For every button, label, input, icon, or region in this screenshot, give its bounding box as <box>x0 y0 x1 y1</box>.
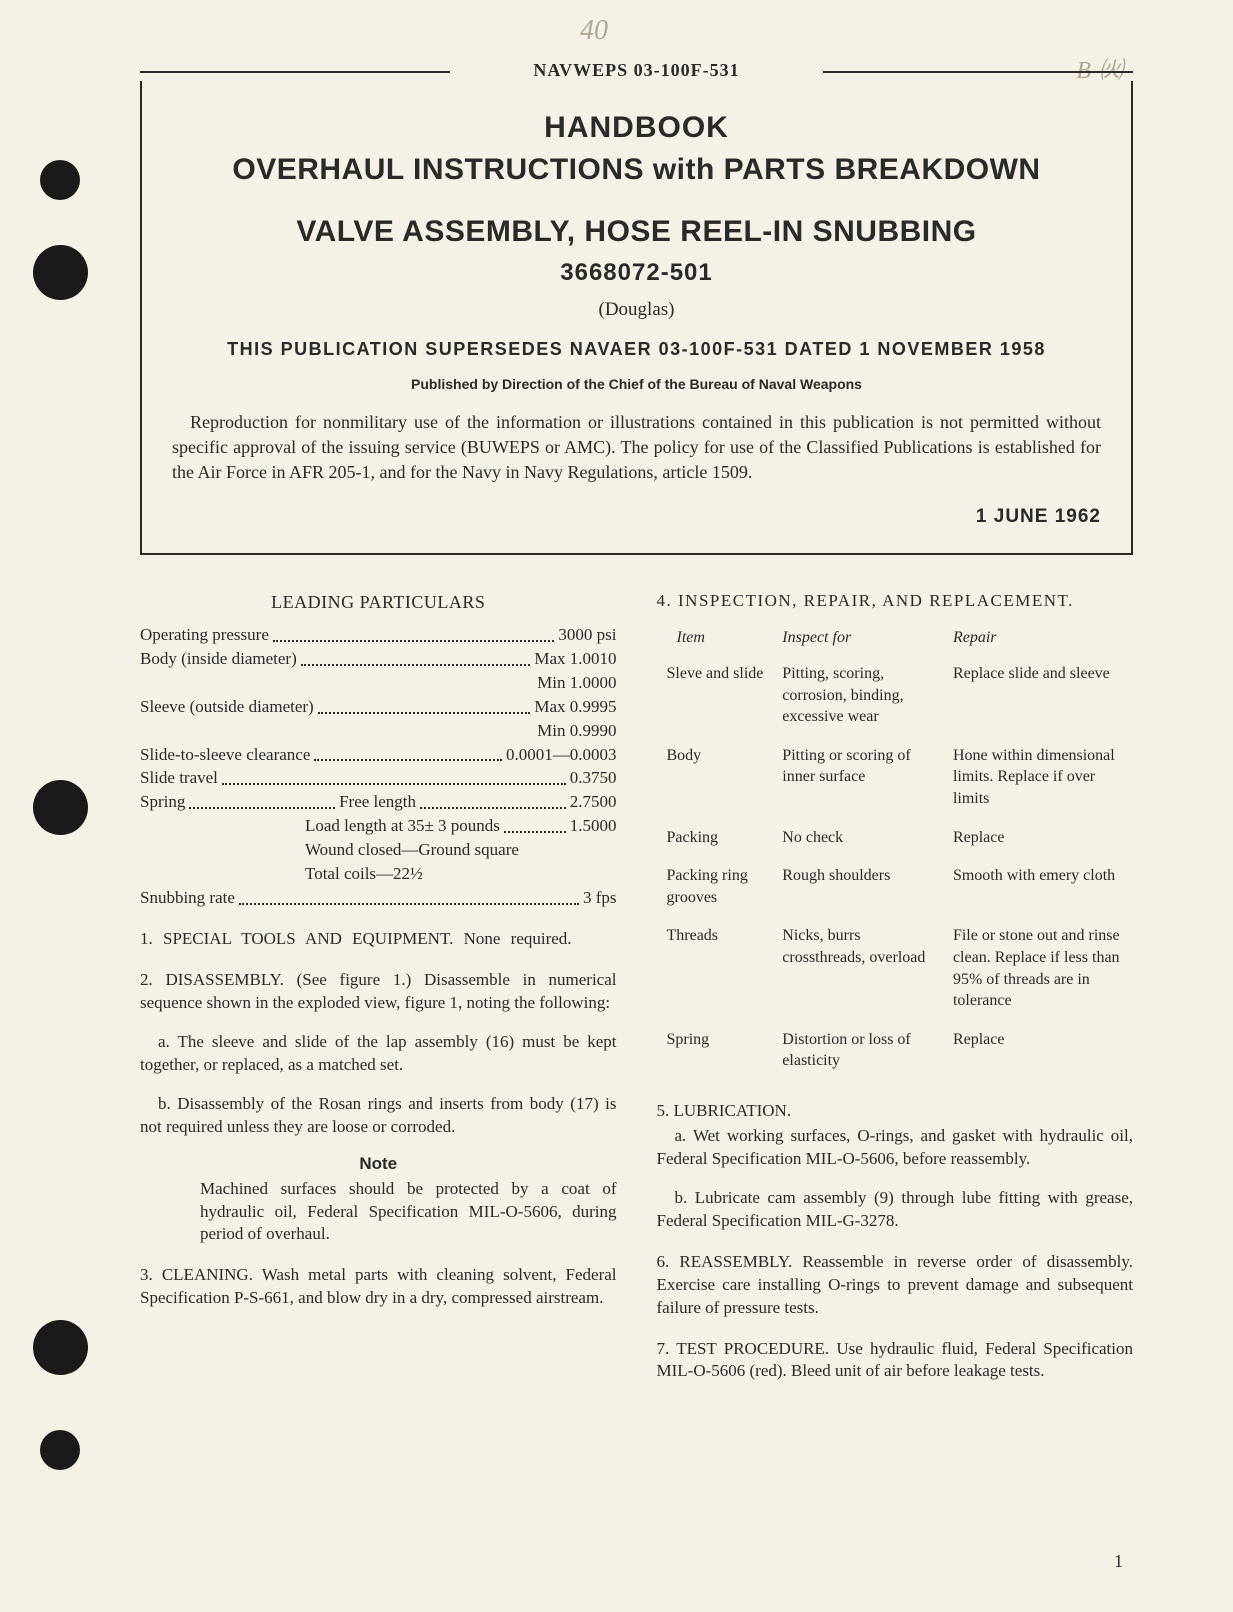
leading-row: Operating pressure 3000 psi <box>140 624 617 647</box>
inspect-cell: Replace <box>953 1024 1131 1082</box>
leading-value: 0.3750 <box>570 767 617 790</box>
handwritten-annotation-top: 40 <box>580 15 608 47</box>
inspect-cell: No check <box>782 822 951 859</box>
leading-row: Sleeve (outside diameter) Max 0.9995 <box>140 696 617 719</box>
leading-particulars-list: Operating pressure3000 psiBody (inside d… <box>140 624 617 910</box>
leading-row: Slide-to-sleeve clearance 0.0001—0.0003 <box>140 744 617 767</box>
reproduction-notice: Reproduction for nonmilitary use of the … <box>172 410 1101 486</box>
title-handbook: HANDBOOK <box>172 111 1101 145</box>
leading-label: Spring <box>140 791 185 814</box>
leading-label: Slide-to-sleeve clearance <box>140 744 310 767</box>
section-5-heading: 5. LUBRICATION. <box>657 1100 1134 1123</box>
table-row: Sleve and slidePitting, scoring, corrosi… <box>659 658 1132 738</box>
inspect-cell: Replace slide and sleeve <box>953 658 1131 738</box>
title-published-by: Published by Direction of the Chief of t… <box>172 376 1101 392</box>
leading-value: 3 fps <box>583 887 617 910</box>
leading-particulars-heading: LEADING PARTICULARS <box>140 590 617 614</box>
leading-label: Operating pressure <box>140 624 269 647</box>
inspect-cell: Packing <box>659 822 781 859</box>
document-page: 40 B-㈫ NAVWEPS 03-100F-531 HANDBOOK OVER… <box>0 0 1233 1423</box>
inspect-cell: Sleve and slide <box>659 658 781 738</box>
leading-row: Load length at 35± 3 pounds 1.5000 <box>140 815 617 838</box>
inspect-cell: Pitting or scoring of inner surface <box>782 740 951 820</box>
section-2: 2. DISASSEMBLY. (See figure 1.) Disassem… <box>140 969 617 1015</box>
table-row: Packing ring groovesRough shouldersSmoot… <box>659 860 1132 918</box>
title-supersedes: THIS PUBLICATION SUPERSEDES NAVAER 03-10… <box>172 339 1101 360</box>
leading-sublabel: Total coils—22½ <box>140 863 423 886</box>
section-4-heading: 4. INSPECTION, REPAIR, AND REPLACEMENT. <box>657 590 1134 613</box>
inspect-cell: File or stone out and rinse clean. Repla… <box>953 920 1131 1021</box>
publication-date: 1 JUNE 1962 <box>172 506 1101 528</box>
punch-hole <box>40 160 80 200</box>
inspect-cell: Spring <box>659 1024 781 1082</box>
inspect-cell: Hone within dimensional limits. Replace … <box>953 740 1131 820</box>
section-1: 1. SPECIAL TOOLS AND EQUIPMENT. None req… <box>140 928 617 951</box>
leading-label: Slide travel <box>140 767 218 790</box>
title-overhaul: OVERHAUL INSTRUCTIONS with PARTS BREAKDO… <box>172 153 1101 187</box>
inspect-cell: Threads <box>659 920 781 1021</box>
leading-sublabel: Load length at 35± 3 pounds <box>140 815 500 838</box>
inspect-cell: Rough shoulders <box>782 860 951 918</box>
table-row: BodyPitting or scoring of inner surfaceH… <box>659 740 1132 820</box>
left-column: LEADING PARTICULARS Operating pressure 30… <box>140 590 617 1384</box>
leading-row: Wound closed—Ground square <box>140 839 617 862</box>
inspect-header: Inspect for <box>782 623 951 657</box>
inspect-cell: Nicks, burrs crossthreads, overload <box>782 920 951 1021</box>
section-2a: a. The sleeve and slide of the lap assem… <box>140 1031 617 1077</box>
inspect-header: Repair <box>953 623 1131 657</box>
title-manufacturer: (Douglas) <box>172 299 1101 321</box>
leading-row: Slide travel 0.3750 <box>140 767 617 790</box>
leading-sublabel: Wound closed—Ground square <box>140 839 519 862</box>
leading-label: Sleeve (outside diameter) <box>140 696 314 719</box>
page-number: 1 <box>1114 1551 1123 1572</box>
punch-hole <box>33 1320 88 1375</box>
leading-label: Snubbing rate <box>140 887 235 910</box>
leading-value: 2.7500 <box>570 791 617 814</box>
leading-value: 3000 psi <box>558 624 616 647</box>
punch-hole <box>40 1430 80 1470</box>
section-5a: a. Wet working surfaces, O-rings, and ga… <box>657 1125 1134 1171</box>
leading-row: Total coils—22½ <box>140 863 617 886</box>
leading-row: Min 0.9990 <box>140 720 617 743</box>
leading-label: Body (inside diameter) <box>140 648 297 671</box>
inspect-header: Item <box>659 623 781 657</box>
section-5b: b. Lubricate cam assembly (9) through lu… <box>657 1187 1134 1233</box>
leading-row: Min 1.0000 <box>140 672 617 695</box>
content-columns: LEADING PARTICULARS Operating pressure 30… <box>140 590 1133 1384</box>
leading-row: Spring Free length 2.7500 <box>140 791 617 814</box>
leading-value: 0.0001—0.0003 <box>506 744 617 767</box>
inspection-table: ItemInspect forRepairSleve and slidePitt… <box>657 621 1134 1085</box>
punch-hole <box>33 780 88 835</box>
section-7: 7. TEST PROCEDURE. Use hydraulic fluid, … <box>657 1338 1134 1384</box>
punch-hole <box>33 245 88 300</box>
section-6: 6. REASSEMBLY. Reassemble in reverse ord… <box>657 1251 1134 1320</box>
table-row: SpringDistortion or loss of elasticityRe… <box>659 1024 1132 1082</box>
leading-row: Body (inside diameter) Max 1.0010 <box>140 648 617 671</box>
title-box: HANDBOOK OVERHAUL INSTRUCTIONS with PART… <box>140 81 1133 555</box>
note-heading: Note <box>140 1153 617 1176</box>
inspect-cell: Packing ring grooves <box>659 860 781 918</box>
right-column: 4. INSPECTION, REPAIR, AND REPLACEMENT. … <box>657 590 1134 1384</box>
inspect-cell: Body <box>659 740 781 820</box>
section-2b: b. Disassembly of the Rosan rings and in… <box>140 1093 617 1139</box>
table-row: PackingNo checkReplace <box>659 822 1132 859</box>
inspect-cell: Replace <box>953 822 1131 859</box>
inspect-cell: Pitting, scoring, corrosion, binding, ex… <box>782 658 951 738</box>
leading-value: Min 1.0000 <box>537 672 616 695</box>
leading-sublabel: Free length <box>339 791 416 814</box>
inspect-cell: Distortion or loss of elasticity <box>782 1024 951 1082</box>
header-code: NAVWEPS 03-100F-531 <box>140 60 1133 81</box>
leading-value: Max 1.0010 <box>534 648 616 671</box>
section-3: 3. CLEANING. Wash metal parts with clean… <box>140 1264 617 1310</box>
leading-value: 1.5000 <box>570 815 617 838</box>
title-assembly: VALVE ASSEMBLY, HOSE REEL-IN SNUBBING <box>172 215 1101 249</box>
leading-value: Min 0.9990 <box>537 720 616 743</box>
title-partno: 3668072-501 <box>172 259 1101 287</box>
leading-value: Max 0.9995 <box>534 696 616 719</box>
note-body: Machined surfaces should be protected by… <box>200 1178 617 1247</box>
leading-row: Snubbing rate 3 fps <box>140 887 617 910</box>
table-row: ThreadsNicks, burrs crossthreads, overlo… <box>659 920 1132 1021</box>
inspect-cell: Smooth with emery cloth <box>953 860 1131 918</box>
